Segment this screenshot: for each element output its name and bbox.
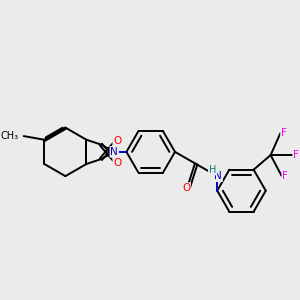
Text: O: O: [113, 136, 122, 146]
Text: N: N: [214, 171, 222, 181]
Text: H: H: [209, 165, 216, 175]
Text: O: O: [113, 158, 122, 167]
Text: CH₃: CH₃: [1, 131, 19, 141]
Text: F: F: [281, 128, 287, 138]
Text: F: F: [282, 171, 288, 181]
Text: F: F: [293, 150, 299, 160]
Text: O: O: [182, 183, 190, 193]
Text: N: N: [110, 147, 118, 157]
